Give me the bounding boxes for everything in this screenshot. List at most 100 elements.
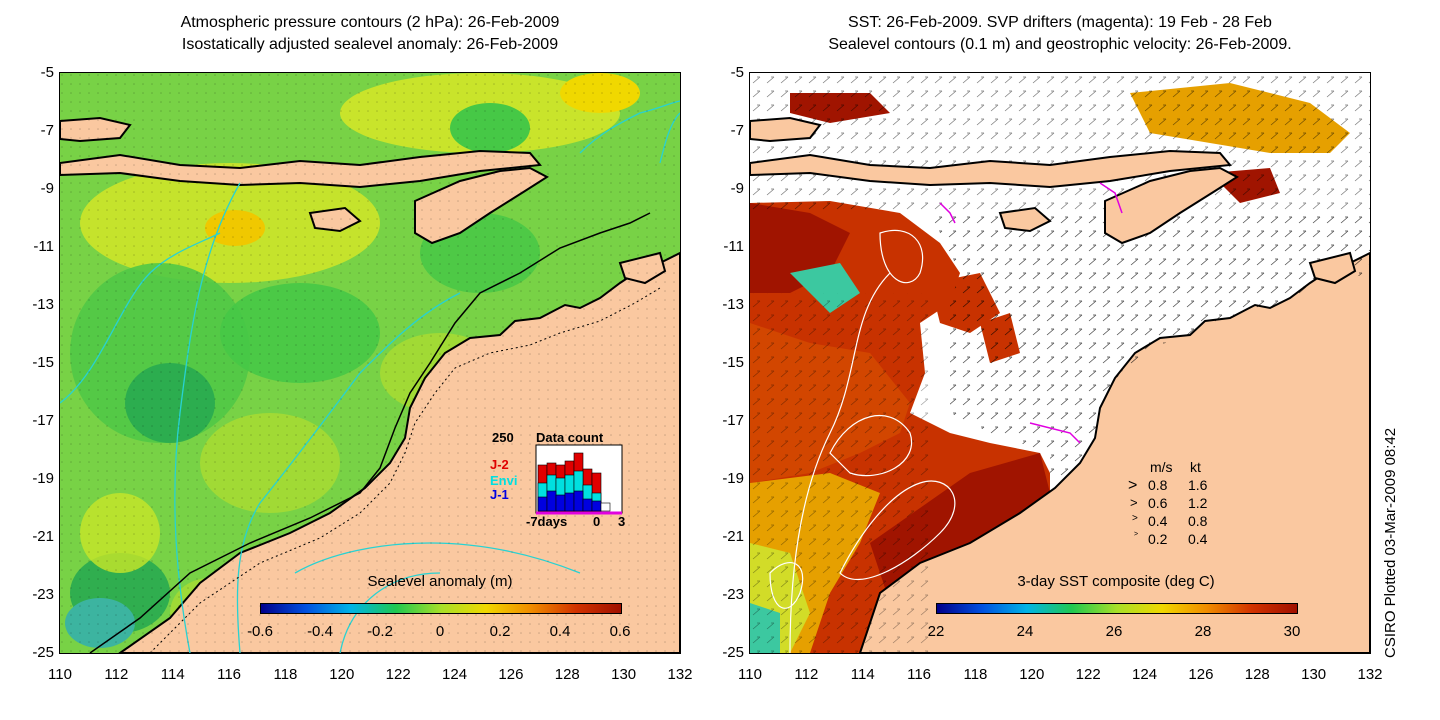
legend-j1: J-1 [490, 487, 509, 502]
sst-map-canvas [750, 73, 1370, 653]
colorbar-tick-label: 0 [435, 623, 445, 640]
sumba-island-sst [998, 206, 1052, 233]
longitude-tick-label: 130 [611, 666, 637, 683]
data-count-max: 250 [492, 430, 514, 445]
left-colorbar-title: Sealevel anomaly (m) [367, 573, 513, 590]
longitude-tick-label: 116 [907, 666, 932, 683]
velocity-legend-arrow-icon: > [1130, 495, 1138, 510]
longitude-tick-label: 122 [385, 666, 411, 683]
longitude-tick-label: 116 [217, 666, 242, 683]
velocity-legend-arrow-icon: > [1128, 477, 1138, 494]
latitude-tick-label: -11 [33, 238, 54, 255]
colorbar-tick-label: 22 [927, 623, 945, 640]
data-count-title: Data count [536, 430, 604, 445]
velocity-legend-arrow-icon: > [1134, 531, 1139, 538]
latitude-tick-label: -13 [32, 296, 54, 313]
svp-drifters [939, 182, 1123, 444]
sealevel-colorbar [260, 603, 622, 614]
latitude-tick-label: -25 [722, 644, 744, 661]
data-count-bars [537, 452, 611, 512]
velocity-legend-ms-value: 0.2 [1148, 531, 1168, 547]
java-island-sst [750, 116, 822, 143]
latitude-tick-label: -9 [730, 180, 744, 197]
latitude-tick-label: -15 [722, 354, 744, 371]
longitude-tick-label: 132 [667, 666, 693, 683]
latitude-tick-label: -21 [32, 528, 54, 545]
colorbar-tick-label: 30 [1283, 623, 1301, 640]
velocity-legend-ms-value: 0.4 [1148, 513, 1168, 529]
legend-j2: J-2 [490, 457, 509, 472]
latitude-tick-label: -7 [730, 122, 744, 139]
right-title-line1: SST: 26-Feb-2009. SVP drifters (magenta)… [848, 14, 1272, 31]
latitude-tick-label: -11 [723, 238, 744, 255]
lesser-sunda-islands-sst [750, 149, 1232, 189]
longitude-tick-label: 130 [1301, 666, 1327, 683]
timor-island-sst [1104, 166, 1239, 245]
plot-credit: CSIRO Plotted 03-Mar-2009 08:42 [1382, 427, 1399, 658]
longitude-tick-label: 122 [1075, 666, 1101, 683]
data-count-axis-start: -7days [526, 514, 568, 529]
longitude-tick-label: 124 [1132, 666, 1158, 683]
sst-colorbar [936, 603, 1298, 614]
latitude-tick-label: -23 [32, 586, 54, 603]
latitude-tick-label: -5 [40, 64, 54, 81]
left-title-line2: Isostatically adjusted sealevel anomaly:… [181, 36, 559, 53]
longitude-tick-label: 120 [329, 666, 355, 683]
left-map-title: Atmospheric pressure contours (2 hPa): 2… [60, 12, 680, 56]
velocity-legend-header-kt: kt [1190, 459, 1201, 475]
colorbar-tick-label: -0.4 [307, 623, 333, 640]
colorbar-tick-label: 0.6 [609, 623, 631, 640]
colorbar-tick-label: 24 [1016, 623, 1034, 640]
velocity-legend-ms-value: 0.8 [1148, 477, 1168, 493]
colorbar-tick-label: -0.6 [247, 623, 273, 640]
right-map-title: SST: 26-Feb-2009. SVP drifters (magenta)… [750, 12, 1370, 56]
latitude-tick-label: -21 [722, 528, 744, 545]
longitude-tick-label: 128 [554, 666, 580, 683]
tanimbar-island-sst [1308, 251, 1357, 285]
velocity-legend-kt-value: 1.6 [1188, 477, 1208, 493]
latitude-tick-label: -13 [722, 296, 744, 313]
data-count-inset [535, 444, 623, 515]
longitude-tick-label: 118 [963, 666, 988, 683]
velocity-legend-arrow-icon: > [1132, 513, 1138, 524]
geostrophic-velocity-arrows [930, 213, 1370, 483]
colorbar-tick-label: -0.2 [367, 623, 393, 640]
sealevel-map-canvas [60, 73, 680, 653]
latitude-tick-label: -19 [32, 470, 54, 487]
latitude-tick-label: -9 [40, 180, 54, 197]
sst-map: m/s kt >0.8 1.6 >0.6 1.2 >0.4 0.8 >0.2 0.4 3-da… [749, 72, 1371, 654]
longitude-tick-label: 124 [442, 666, 468, 683]
left-title-line1: Atmospheric pressure contours (2 hPa): 2… [180, 14, 560, 31]
latitude-tick-label: -17 [32, 412, 54, 429]
sealevel-anomaly-map: 250 Data count J-2 Envi J-1 -7days 0 3 S… [59, 72, 681, 654]
longitude-tick-label: 112 [104, 666, 129, 683]
colorbar-tick-label: 0.4 [549, 623, 571, 640]
velocity-legend-kt-value: 0.4 [1188, 531, 1208, 547]
latitude-tick-label: -25 [32, 644, 54, 661]
colorbar-tick-label: 0.2 [489, 623, 511, 640]
longitude-tick-label: 118 [273, 666, 298, 683]
longitude-tick-label: 110 [738, 666, 762, 683]
data-count-axis-end: 3 [618, 514, 626, 529]
longitude-tick-label: 120 [1019, 666, 1045, 683]
sealevel-contours [769, 229, 956, 653]
longitude-tick-label: 132 [1357, 666, 1383, 683]
latitude-tick-label: -5 [730, 64, 744, 81]
latitude-tick-label: -19 [722, 470, 744, 487]
latitude-tick-label: -15 [32, 354, 54, 371]
data-count-axis-zero: 0 [593, 514, 601, 529]
right-colorbar-title: 3-day SST composite (deg C) [1017, 573, 1215, 590]
right-title-line2: Sealevel contours (0.1 m) and geostrophi… [828, 36, 1292, 53]
legend-envi: Envi [490, 473, 518, 488]
latitude-tick-label: -7 [40, 122, 54, 139]
velocity-legend-kt-value: 0.8 [1188, 513, 1208, 529]
latitude-tick-label: -23 [722, 586, 744, 603]
latitude-tick-label: -17 [722, 412, 744, 429]
velocity-legend-header-ms: m/s [1150, 459, 1173, 475]
longitude-tick-label: 126 [1188, 666, 1214, 683]
velocity-legend-ms-value: 0.6 [1148, 495, 1168, 511]
velocity-legend-kt-value: 1.2 [1188, 495, 1208, 511]
longitude-tick-label: 128 [1244, 666, 1270, 683]
longitude-tick-label: 110 [48, 666, 72, 683]
colorbar-tick-label: 28 [1194, 623, 1212, 640]
